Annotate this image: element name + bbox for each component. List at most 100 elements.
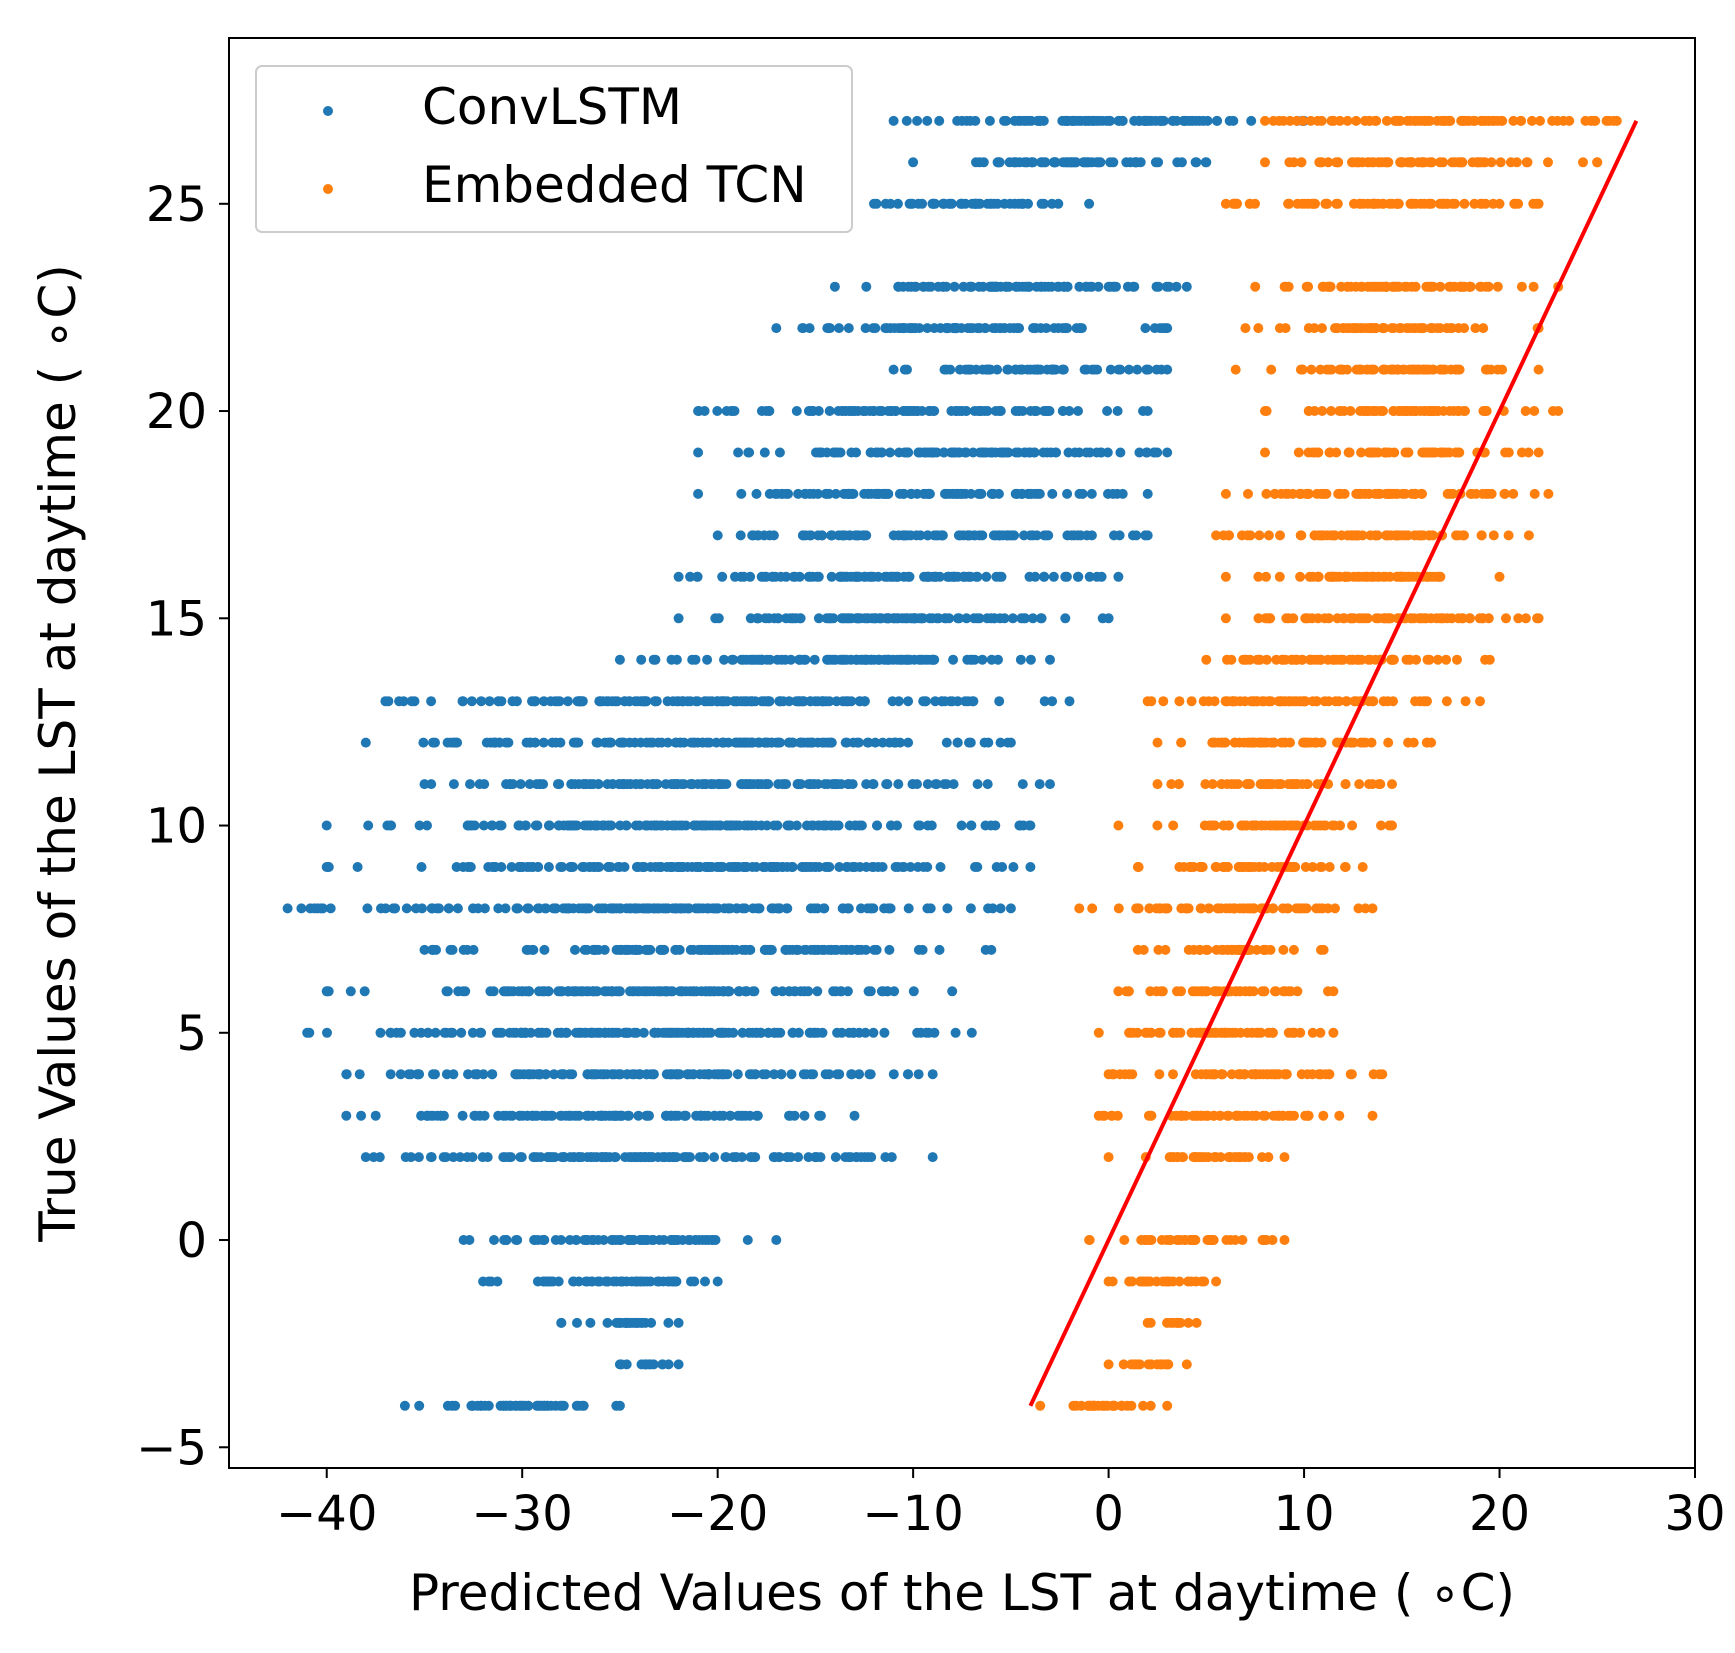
- point-convlstm: [673, 571, 684, 582]
- point-convlstm: [770, 986, 781, 997]
- point-convlstm: [1066, 530, 1077, 541]
- point-convlstm: [541, 903, 551, 914]
- point-embedded-tcn: [1156, 1359, 1167, 1370]
- point-convlstm: [574, 696, 585, 707]
- x-tick-label: 10: [1274, 1486, 1335, 1542]
- point-convlstm: [593, 779, 604, 790]
- point-embedded-tcn: [1324, 447, 1335, 458]
- point-convlstm: [521, 944, 532, 955]
- point-convlstm: [1060, 613, 1071, 624]
- point-convlstm: [903, 737, 914, 748]
- point-convlstm: [804, 488, 815, 499]
- point-convlstm: [1022, 281, 1033, 292]
- point-convlstm: [1081, 281, 1092, 292]
- point-convlstm: [464, 1235, 475, 1245]
- point-convlstm: [848, 737, 859, 748]
- point-convlstm: [712, 1276, 723, 1287]
- point-convlstm: [775, 571, 786, 582]
- legend-label-convlstm: ConvLSTM: [422, 78, 682, 136]
- point-convlstm: [918, 281, 929, 292]
- reference-line: [1028, 120, 1639, 1407]
- point-embedded-tcn: [1235, 1027, 1246, 1038]
- point-convlstm: [861, 281, 872, 292]
- point-embedded-tcn: [1307, 862, 1318, 872]
- point-embedded-tcn: [1206, 1069, 1217, 1080]
- point-convlstm: [845, 1152, 856, 1163]
- point-embedded-tcn: [1578, 157, 1588, 168]
- point-embedded-tcn: [1459, 198, 1470, 209]
- point-embedded-tcn: [1313, 530, 1324, 541]
- point-convlstm: [1036, 613, 1047, 624]
- point-convlstm: [1142, 488, 1153, 499]
- point-convlstm: [414, 1069, 425, 1080]
- point-embedded-tcn: [1166, 779, 1177, 790]
- point-embedded-tcn: [1200, 779, 1211, 790]
- point-convlstm: [858, 530, 869, 541]
- point-convlstm: [982, 779, 993, 790]
- point-embedded-tcn: [1358, 198, 1369, 209]
- point-embedded-tcn: [1234, 903, 1245, 914]
- point-convlstm: [640, 820, 651, 831]
- point-convlstm: [879, 1027, 890, 1038]
- point-convlstm: [1011, 488, 1022, 499]
- point-convlstm: [565, 1152, 576, 1163]
- point-convlstm: [487, 820, 498, 831]
- point-embedded-tcn: [1235, 696, 1246, 707]
- point-convlstm: [742, 1235, 753, 1245]
- point-convlstm: [1117, 115, 1128, 126]
- point-convlstm: [356, 1110, 367, 1121]
- point-embedded-tcn: [1232, 198, 1242, 209]
- point-embedded-tcn: [1387, 779, 1397, 790]
- point-convlstm: [615, 903, 626, 914]
- point-convlstm: [826, 571, 837, 582]
- point-convlstm: [1171, 281, 1182, 292]
- point-convlstm: [636, 654, 647, 665]
- point-convlstm: [746, 696, 757, 707]
- point-embedded-tcn: [1283, 1110, 1294, 1121]
- point-embedded-tcn: [1249, 820, 1260, 831]
- point-convlstm: [1224, 115, 1235, 126]
- point-convlstm: [991, 862, 1002, 872]
- point-convlstm: [664, 1276, 675, 1287]
- point-convlstm: [608, 1235, 618, 1245]
- point-convlstm: [942, 903, 953, 914]
- point-convlstm: [880, 323, 891, 334]
- point-embedded-tcn: [1523, 530, 1534, 541]
- point-convlstm: [943, 323, 954, 334]
- point-convlstm: [1066, 157, 1077, 168]
- point-embedded-tcn: [1035, 1400, 1046, 1411]
- point-convlstm: [888, 1069, 899, 1080]
- point-convlstm: [974, 281, 985, 292]
- point-convlstm: [1131, 530, 1142, 541]
- point-convlstm: [614, 654, 625, 665]
- point-embedded-tcn: [1376, 820, 1386, 831]
- x-tick-label: −30: [472, 1486, 573, 1542]
- point-convlstm: [738, 571, 749, 582]
- point-embedded-tcn: [1527, 115, 1537, 126]
- point-embedded-tcn: [1368, 696, 1379, 707]
- point-embedded-tcn: [1342, 115, 1353, 126]
- point-convlstm: [1057, 115, 1068, 126]
- point-convlstm: [721, 406, 732, 416]
- point-convlstm: [960, 447, 971, 458]
- point-convlstm: [727, 862, 738, 872]
- point-convlstm: [982, 613, 993, 624]
- point-convlstm: [915, 820, 925, 831]
- point-convlstm: [771, 1235, 782, 1245]
- point-convlstm: [840, 406, 851, 416]
- point-convlstm: [1058, 364, 1069, 375]
- point-embedded-tcn: [1380, 571, 1391, 582]
- point-convlstm: [662, 696, 673, 707]
- point-convlstm: [634, 779, 645, 790]
- point-embedded-tcn: [1189, 986, 1200, 997]
- point-convlstm: [588, 1152, 599, 1163]
- point-convlstm: [691, 696, 701, 707]
- point-convlstm: [930, 571, 941, 582]
- point-convlstm: [784, 986, 795, 997]
- point-convlstm: [1062, 488, 1073, 499]
- point-convlstm: [556, 1317, 567, 1328]
- point-embedded-tcn: [1500, 488, 1510, 499]
- point-convlstm: [296, 903, 307, 914]
- point-convlstm: [826, 820, 837, 831]
- point-convlstm: [1041, 323, 1052, 334]
